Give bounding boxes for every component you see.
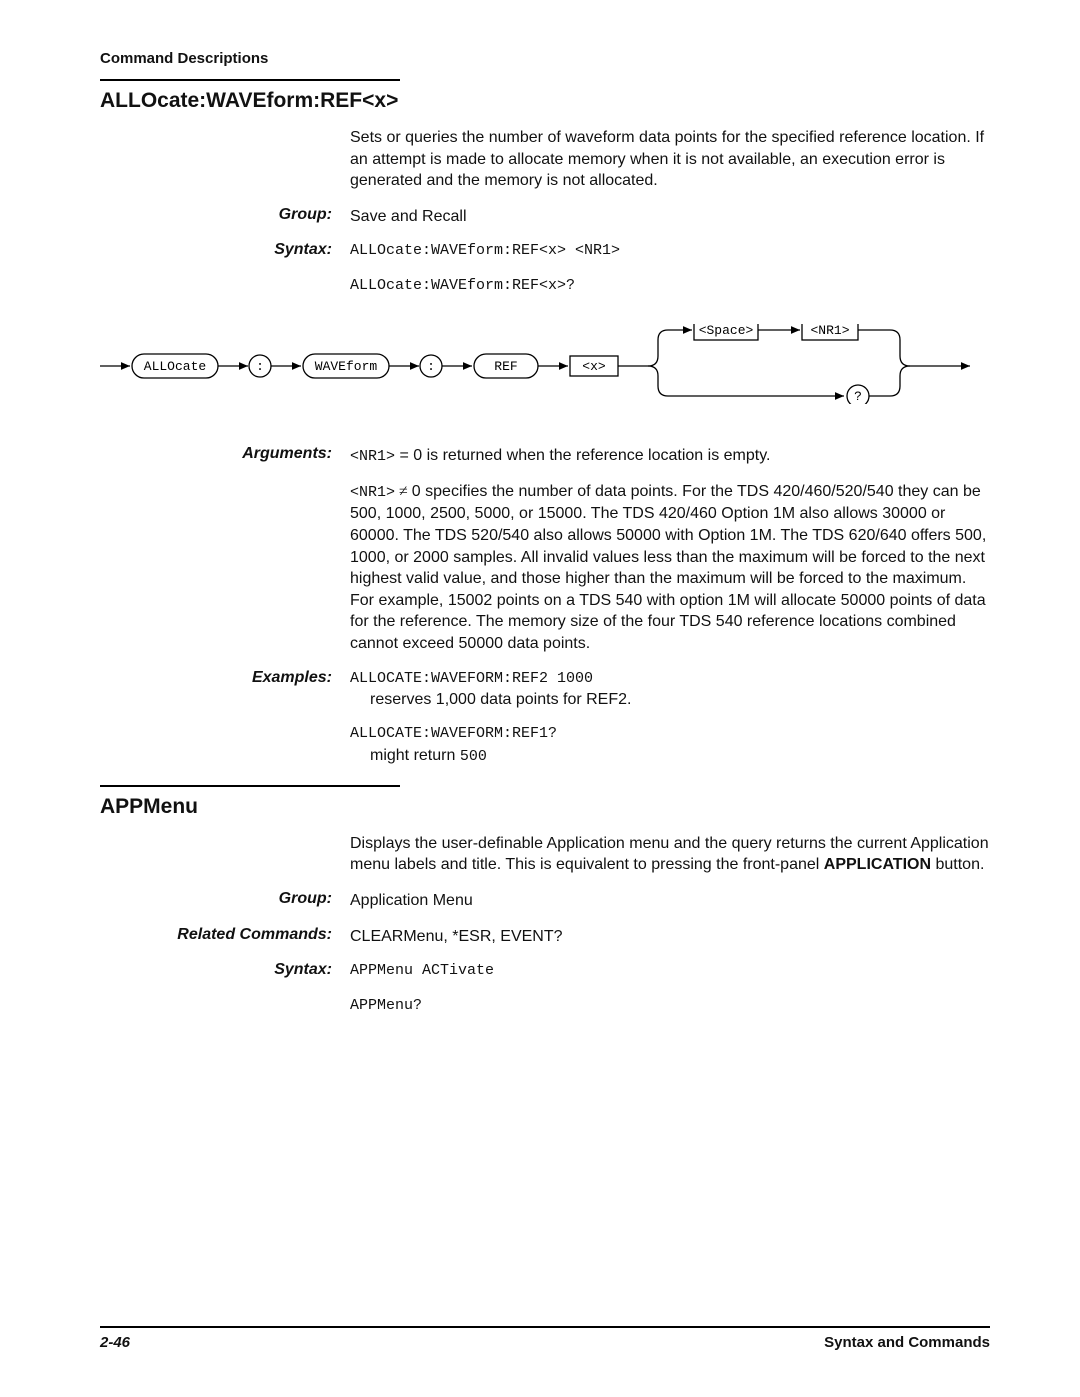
footer-rule bbox=[100, 1326, 990, 1328]
label-syntax-2: Syntax: bbox=[100, 961, 350, 1016]
label-related: Related Commands: bbox=[100, 926, 350, 948]
svg-text::: : bbox=[427, 359, 435, 374]
rule-top-2 bbox=[100, 785, 400, 787]
command1-syntax: ALLOcate:WAVEform:REF<x> <NR1> ALLOcate:… bbox=[350, 241, 990, 296]
label-group-2: Group: bbox=[100, 890, 350, 912]
label-empty-2 bbox=[100, 833, 350, 876]
label-group: Group: bbox=[100, 206, 350, 228]
arg2-text: 0 specifies the number of data points. F… bbox=[350, 483, 986, 652]
svg-text:<Space>: <Space> bbox=[699, 324, 754, 338]
command1-description: Sets or queries the number of waveform d… bbox=[350, 127, 990, 192]
syntax-diagram: ALLOcate : WAVEform : REF bbox=[100, 324, 990, 409]
syntax-line-1: ALLOcate:WAVEform:REF<x> <NR1> bbox=[350, 241, 990, 261]
rule-top-1 bbox=[100, 79, 400, 81]
command2-related: CLEARMenu, *ESR, EVENT? bbox=[350, 926, 990, 948]
svg-text:ALLOcate: ALLOcate bbox=[144, 359, 206, 374]
svg-text:REF: REF bbox=[494, 359, 517, 374]
ex2-text-code: 500 bbox=[460, 748, 487, 765]
label-syntax: Syntax: bbox=[100, 241, 350, 296]
neq-symbol: ≠ bbox=[395, 483, 412, 500]
syntax-line-2: ALLOcate:WAVEform:REF<x>? bbox=[350, 276, 990, 296]
label-empty bbox=[100, 127, 350, 192]
svg-text:WAVEform: WAVEform bbox=[315, 359, 378, 374]
ex1-code: ALLOCATE:WAVEFORM:REF2 1000 bbox=[350, 669, 990, 689]
command-title-1: ALLOcate:WAVEform:REF<x> bbox=[100, 89, 990, 113]
svg-text:?: ? bbox=[854, 389, 862, 404]
label-arguments: Arguments: bbox=[100, 445, 350, 655]
arg1-code: <NR1> bbox=[350, 448, 395, 465]
page-header: Command Descriptions bbox=[100, 50, 990, 67]
command-title-2: APPMenu bbox=[100, 795, 990, 819]
ex2-code: ALLOCATE:WAVEFORM:REF1? bbox=[350, 724, 990, 744]
command2-syntax: APPMenu ACTivate APPMenu? bbox=[350, 961, 990, 1016]
desc2-bold: APPLICATION bbox=[824, 856, 931, 873]
syntax2-line-2: APPMenu? bbox=[350, 996, 990, 1016]
command1-group: Save and Recall bbox=[350, 206, 990, 228]
svg-text:<NR1>: <NR1> bbox=[810, 324, 849, 338]
page-footer: 2-46 Syntax and Commands bbox=[100, 1326, 990, 1351]
desc2-post: button. bbox=[931, 856, 984, 873]
command2-description: Displays the user-definable Application … bbox=[350, 833, 990, 876]
command1-arguments: <NR1> = 0 is returned when the reference… bbox=[350, 445, 990, 655]
command2-group: Application Menu bbox=[350, 890, 990, 912]
svg-text::: : bbox=[256, 359, 264, 374]
syntax2-line-1: APPMenu ACTivate bbox=[350, 961, 990, 981]
arg2-code: <NR1> bbox=[350, 484, 395, 501]
page-number: 2-46 bbox=[100, 1334, 130, 1351]
ex2-text-pre: might return bbox=[370, 747, 460, 764]
command1-examples: ALLOCATE:WAVEFORM:REF2 1000 reserves 1,0… bbox=[350, 669, 990, 767]
ex2-text: might return 500 bbox=[370, 745, 990, 767]
ex1-text: reserves 1,000 data points for REF2. bbox=[370, 689, 990, 711]
label-examples: Examples: bbox=[100, 669, 350, 767]
footer-right: Syntax and Commands bbox=[824, 1334, 990, 1351]
arg1-text: = 0 is returned when the reference locat… bbox=[395, 447, 770, 464]
svg-text:<x>: <x> bbox=[582, 359, 606, 374]
